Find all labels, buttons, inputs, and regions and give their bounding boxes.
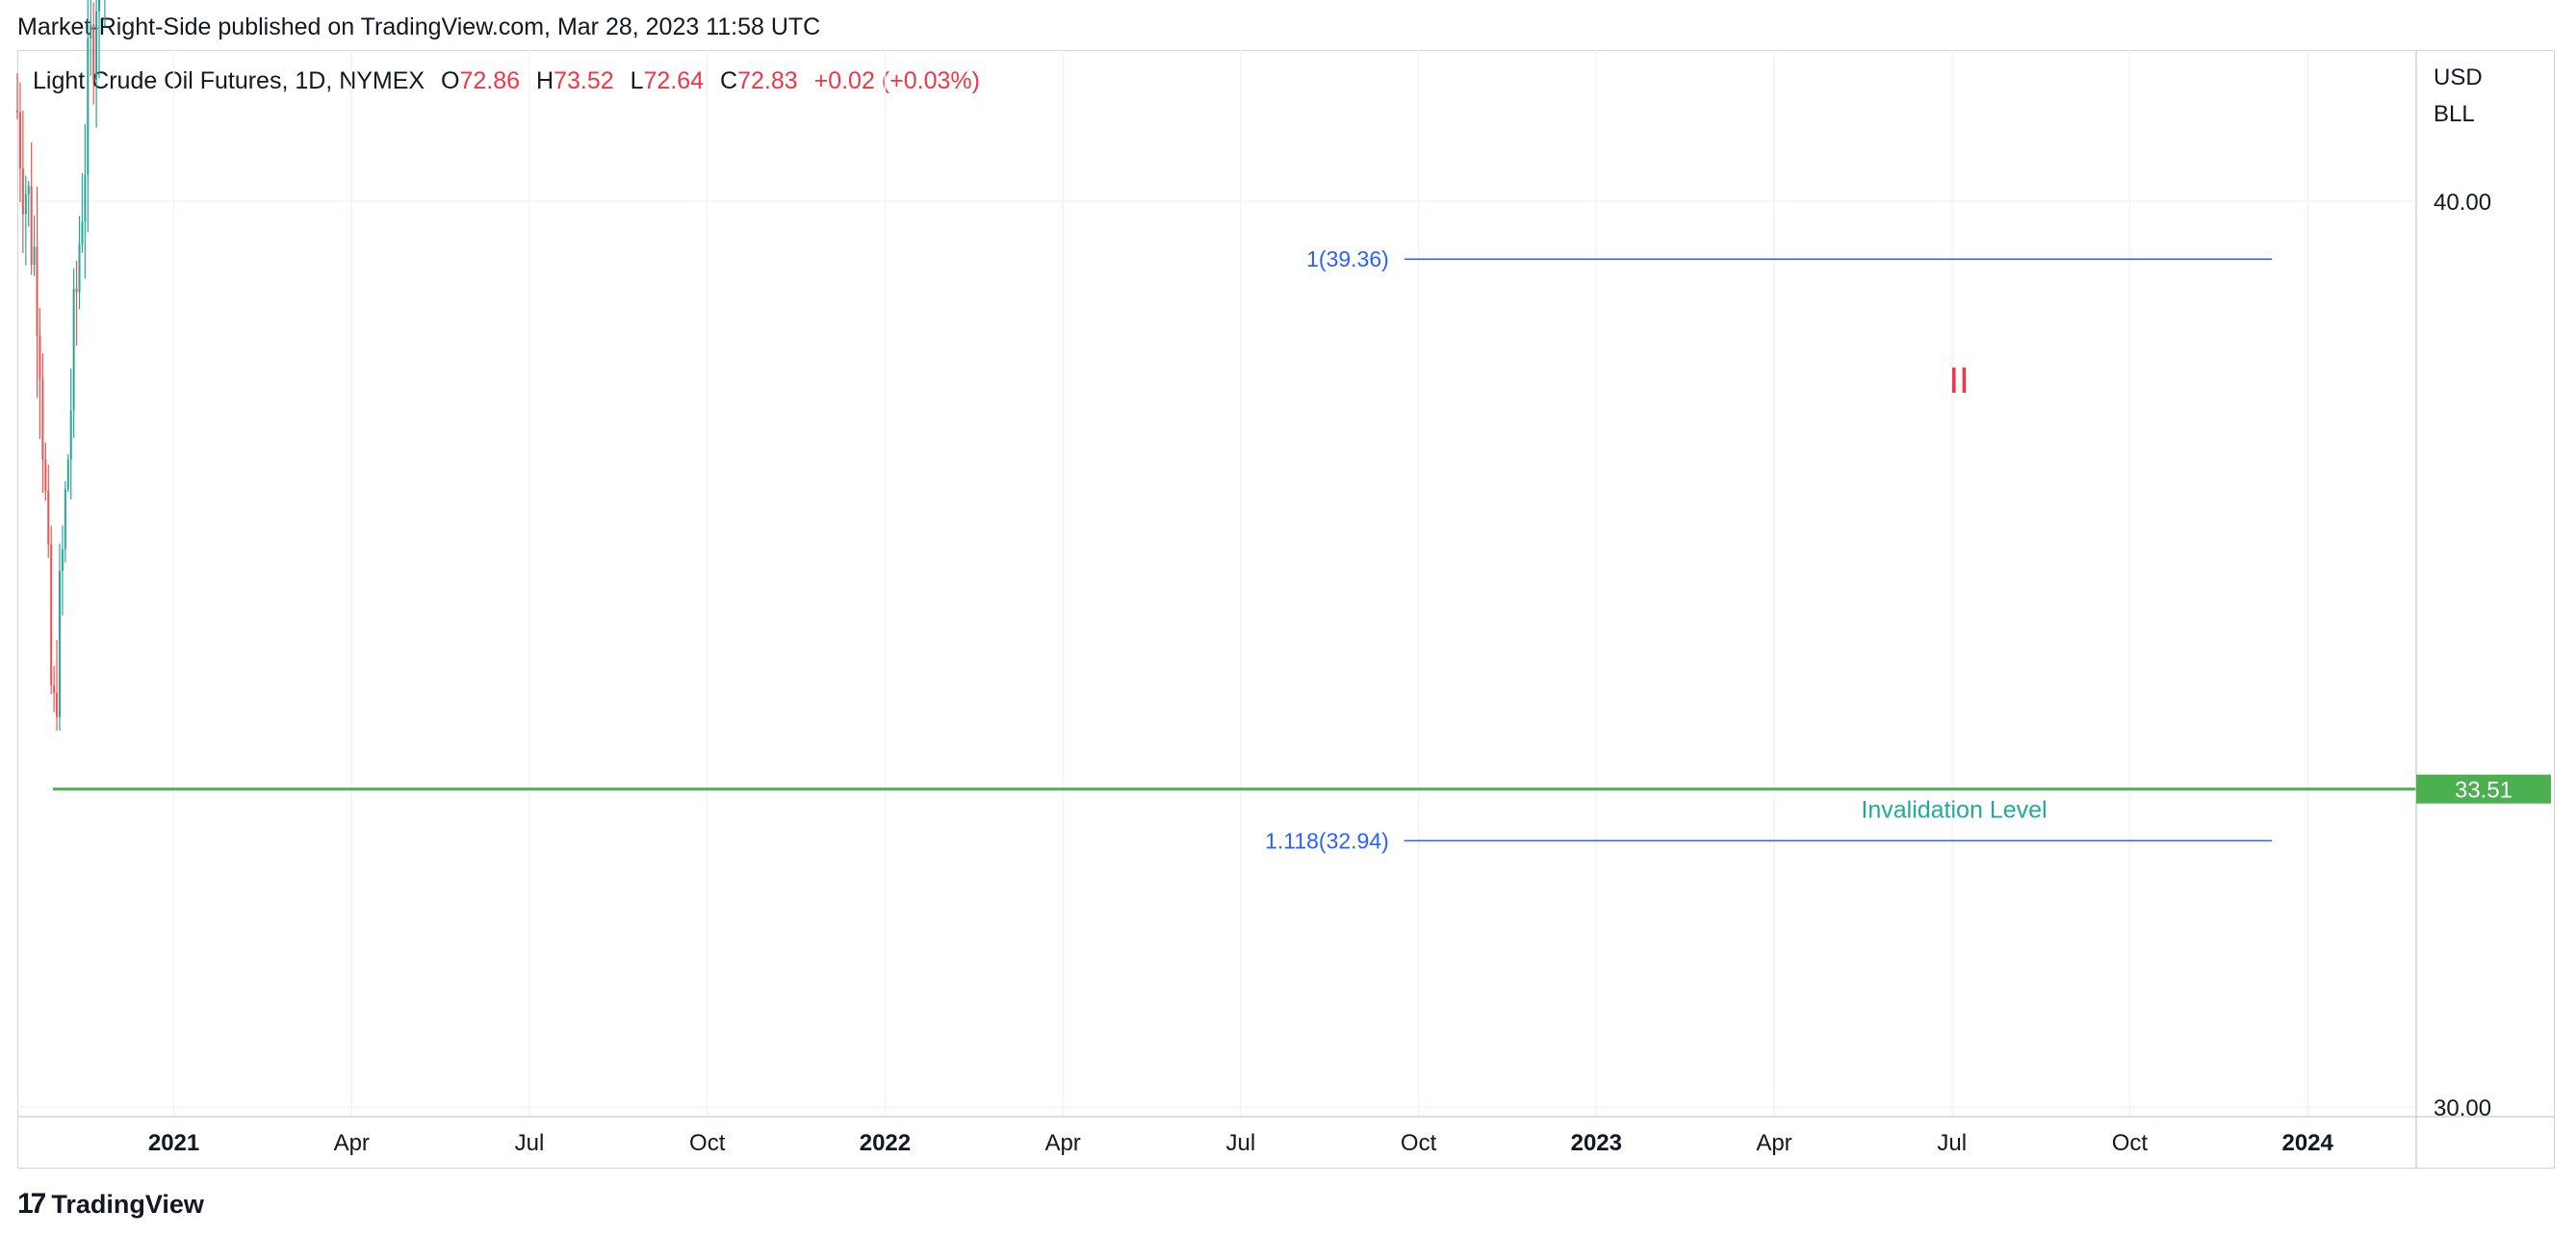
candle-body xyxy=(98,0,101,12)
close-value: 72.83 xyxy=(737,67,798,94)
brand-name: TradingView xyxy=(51,1189,204,1219)
tradingview-footer[interactable]: 17 TradingView xyxy=(17,1188,204,1221)
high-value: 73.52 xyxy=(554,67,614,94)
close-label: C xyxy=(720,67,738,94)
symbol-title[interactable]: Light Crude Oil Futures, 1D, NYMEX xyxy=(33,67,425,94)
low-value: 72.64 xyxy=(643,67,705,94)
publisher-line: Market-Right-Side published on TradingVi… xyxy=(17,13,821,40)
ohlc-legend: Light Crude Oil Futures, 1D, NYMEX O72.8… xyxy=(33,67,980,95)
change-value: +0.02 (+0.03%) xyxy=(813,67,980,94)
open-value: 72.86 xyxy=(459,67,521,94)
low-label: L xyxy=(630,67,644,94)
tradingview-logo-icon: 17 xyxy=(17,1188,46,1220)
high-label: H xyxy=(536,67,554,94)
chart-frame xyxy=(17,50,2555,1169)
open-label: O xyxy=(441,67,460,94)
